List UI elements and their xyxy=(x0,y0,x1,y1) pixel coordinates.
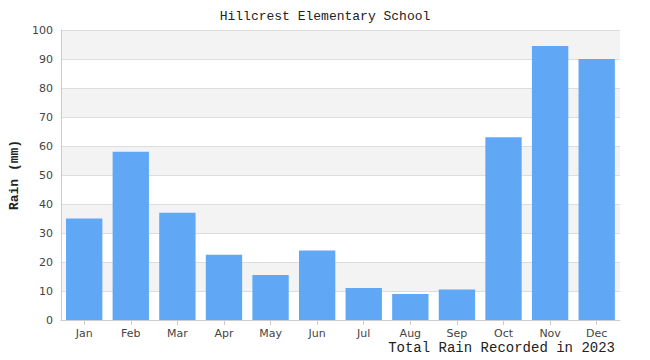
svg-text:Rain (mm): Rain (mm) xyxy=(7,140,22,210)
svg-text:20: 20 xyxy=(39,256,53,269)
svg-text:Jan: Jan xyxy=(75,327,93,340)
svg-text:Dec: Dec xyxy=(586,327,607,340)
svg-text:30: 30 xyxy=(39,227,53,240)
svg-text:Apr: Apr xyxy=(214,327,234,340)
svg-text:Mar: Mar xyxy=(167,327,188,340)
svg-text:100: 100 xyxy=(32,24,53,37)
svg-text:Feb: Feb xyxy=(121,327,140,340)
svg-text:50: 50 xyxy=(39,169,53,182)
svg-text:Nov: Nov xyxy=(539,327,561,340)
svg-text:May: May xyxy=(259,327,282,340)
svg-text:Aug: Aug xyxy=(400,327,421,340)
svg-text:Oct: Oct xyxy=(494,327,514,340)
svg-text:60: 60 xyxy=(39,140,53,153)
svg-text:Hillcrest Elementary School: Hillcrest Elementary School xyxy=(220,9,431,24)
svg-text:0: 0 xyxy=(46,314,53,327)
svg-text:10: 10 xyxy=(39,285,53,298)
svg-text:90: 90 xyxy=(39,53,53,66)
svg-text:Sep: Sep xyxy=(447,327,468,340)
svg-text:40: 40 xyxy=(39,198,53,211)
svg-text:70: 70 xyxy=(39,111,53,124)
svg-text:Total Rain Recorded in 2023: Total Rain Recorded in 2023 xyxy=(388,340,615,356)
svg-text:80: 80 xyxy=(39,82,53,95)
svg-text:Jul: Jul xyxy=(356,327,370,340)
svg-text:Jun: Jun xyxy=(308,327,326,340)
